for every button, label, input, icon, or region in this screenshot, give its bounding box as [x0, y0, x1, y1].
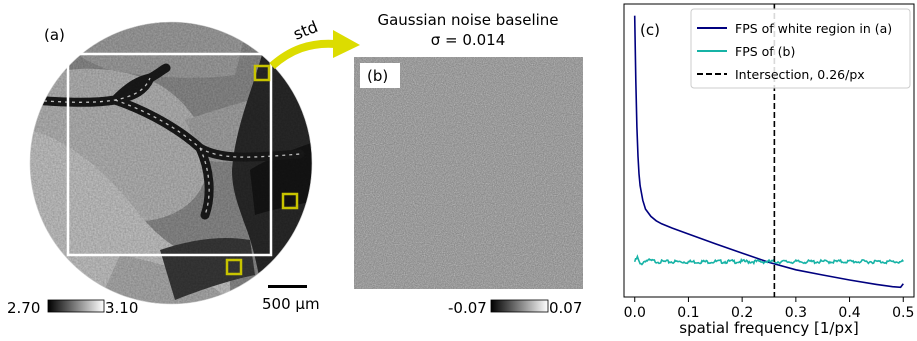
- noise-sample-box-top: [253, 64, 271, 82]
- fps-chart-xlabel: spatial frequency [1/px]: [679, 319, 858, 337]
- series-line-white-region: [633, 15, 904, 289]
- noise-sample-box-right: [281, 192, 299, 210]
- legend-label-noise: FPS of (b): [735, 44, 795, 59]
- legend-frame: [690, 8, 911, 89]
- legend-label-intersection: Intersection, 0.26/px: [735, 67, 865, 82]
- panel-b-colorbar: [490, 299, 549, 313]
- std-label: std: [291, 17, 321, 44]
- panel-b-label: (b): [367, 67, 388, 85]
- panel-b-colorbar-max: 0.07: [549, 299, 582, 317]
- x-tick-label: 0.2: [731, 305, 753, 321]
- fps-chart-xticks: 0.0 0.1 0.2 0.3 0.4 0.5: [624, 297, 914, 321]
- x-tick-label: 0.5: [892, 305, 914, 321]
- panel-a-colorbar-max: 3.10: [105, 299, 138, 317]
- panel-a-label: (a): [44, 26, 65, 44]
- panel-b-label-bg: [360, 63, 400, 88]
- fps-chart: 0.0 0.1 0.2 0.3 0.4 0.5 (c) spatial frequency…: [623, 3, 915, 337]
- x-tick-label: 0.3: [785, 305, 807, 321]
- panel-a-label-bg: [40, 22, 72, 46]
- legend-label-white-region: FPS of white region in (a): [735, 21, 892, 36]
- analysis-region-box: [66, 52, 273, 257]
- x-tick-label: 0.4: [838, 305, 860, 321]
- x-tick-label: 0.0: [624, 305, 646, 321]
- panel-b-title-line2: σ = 0.014: [431, 31, 506, 49]
- panel-c-label: (c): [640, 21, 660, 39]
- panel-a-colorbar: [47, 299, 105, 313]
- panel-a-colorbar-min: 2.70: [7, 299, 40, 317]
- panel-a-circle-edge: [29, 21, 313, 305]
- std-arrow-head: [333, 30, 360, 58]
- std-arrow: [269, 39, 337, 70]
- noise-image: [354, 57, 583, 289]
- noise-sample-boxes: [225, 64, 299, 276]
- scale-bar: [268, 285, 307, 288]
- noise-sample-box-bottom: [225, 258, 243, 276]
- series-line-noise: [633, 254, 904, 266]
- panel-b-colorbar-min: -0.07: [448, 299, 487, 317]
- panel-b-title-line1: Gaussian noise baseline: [377, 11, 558, 29]
- x-tick-label: 0.1: [677, 305, 699, 321]
- fps-chart-legend: FPS of white region in (a) FPS of (b) In…: [690, 8, 911, 89]
- scale-bar-label: 500 µm: [262, 295, 320, 313]
